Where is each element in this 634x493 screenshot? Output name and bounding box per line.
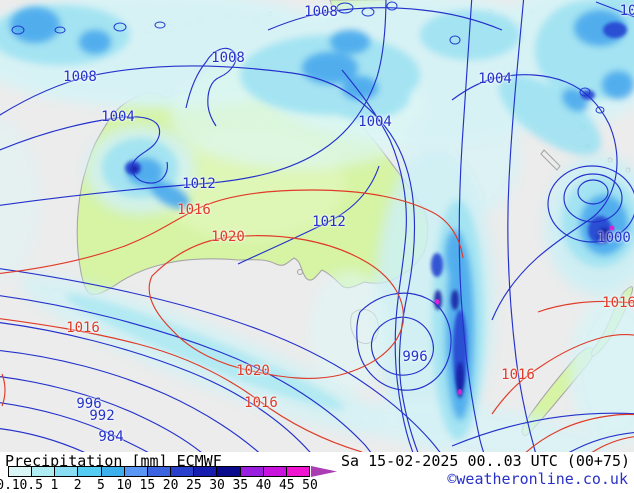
precipitation-layer	[0, 0, 634, 452]
legend-color-cell	[78, 467, 102, 476]
legend-color-cell	[194, 467, 218, 476]
legend-tick-label: 35	[232, 478, 249, 493]
legend-tick-label: 5	[97, 478, 105, 493]
legend-tick-label: 40	[255, 478, 272, 493]
map-canvas	[0, 0, 634, 452]
legend-tick-label: 20	[162, 478, 179, 493]
legend-color-cell	[240, 467, 264, 476]
copyright-text: ©weatheronline.co.uk	[447, 470, 628, 488]
legend-title: Precipitation [mm] ECMWF	[5, 452, 222, 470]
legend-tick-label: 10	[116, 478, 132, 493]
legend-tick-label: 25	[186, 478, 202, 493]
legend-color-cell	[147, 467, 172, 476]
legend-color-cell	[55, 467, 79, 476]
legend-color-cell	[217, 467, 241, 476]
legend-tick-label: 30	[209, 478, 225, 493]
legend-color-cell	[32, 467, 56, 476]
legend-color-cell	[124, 467, 148, 476]
legend-tick-label: 2	[73, 478, 82, 493]
legend-color-cell	[9, 467, 33, 476]
scale-tick-labels: 0.1 0.5 1 2 5 10 15 20 25 30 35 40 45 50	[0, 478, 340, 493]
legend-tick-label: 0.1	[0, 478, 20, 493]
isobars-blue	[0, 0, 634, 452]
legend-color-cell	[263, 467, 287, 476]
legend-color-cell	[171, 467, 195, 476]
forecast-datetime: Sa 15-02-2025 00..03 UTC (00+75)	[341, 452, 630, 470]
new-caledonia	[540, 149, 561, 171]
legend-tick-label: 45	[278, 478, 295, 493]
precipitation-color-scale	[8, 466, 310, 477]
legend-color-cell	[286, 467, 310, 476]
legend-bar: Precipitation [mm] ECMWF 0.1 0.5 1 2 5 10 15 20…	[0, 452, 634, 493]
isobars-red	[0, 189, 634, 452]
legend-tick-label: 50	[302, 478, 318, 493]
legend-tick-label: 15	[139, 478, 156, 493]
legend-color-cell	[101, 467, 125, 476]
legend-tick-label: 1	[50, 478, 59, 493]
weather-map: 1008 1008 1008 10 1004 1004 1004 1012 1012 1000 99…	[0, 0, 634, 452]
scale-overflow-arrow	[311, 466, 337, 477]
legend-tick-label: 0.5	[19, 478, 43, 493]
heavy-rain-cell-outlines	[11, 1, 605, 114]
